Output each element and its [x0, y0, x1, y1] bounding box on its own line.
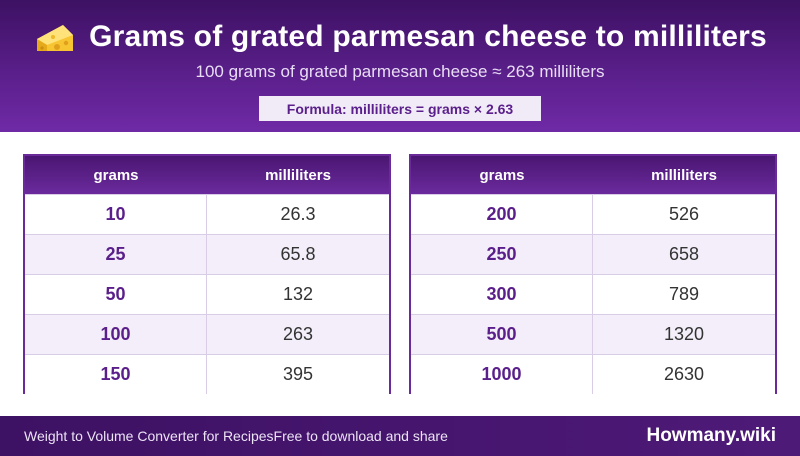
grams-cell: 500	[411, 315, 593, 354]
grams-cell: 1000	[411, 355, 593, 394]
table-row: 300 789	[411, 274, 775, 314]
table-row: 150 395	[25, 354, 389, 394]
grams-cell: 300	[411, 275, 593, 314]
grams-cell: 200	[411, 195, 593, 234]
milliliters-cell: 65.8	[280, 244, 316, 264]
milliliters-cell: 2630	[663, 364, 705, 384]
footer-text: Weight to Volume Converter for Recipes Fr…	[24, 416, 448, 456]
column-header-milliliters: milliliters	[651, 166, 717, 184]
grams-cell: 150	[25, 355, 207, 394]
column-header-grams: grams	[479, 166, 525, 184]
title-row: Grams of grated parmesan cheese to milli…	[0, 14, 800, 60]
milliliters-cell: 526	[668, 204, 700, 224]
table-row: 500 1320	[411, 314, 775, 354]
table-row: 25 65.8	[25, 234, 389, 274]
table-row: 200 526	[411, 194, 775, 234]
table-row: 50 132	[25, 274, 389, 314]
formula-badge: Formula: milliliters = grams × 2.63	[259, 96, 541, 121]
milliliters-cell: 395	[282, 364, 314, 384]
table-header: grams milliliters	[411, 156, 775, 194]
grams-cell: 50	[25, 275, 207, 314]
column-header-milliliters: milliliters	[265, 166, 331, 184]
table-row: 100 263	[25, 314, 389, 354]
brand-logo-text[interactable]: Howmany.wiki	[646, 425, 776, 446]
conversion-table-left: grams milliliters 10 26.3 25 65.8 50 132…	[23, 154, 391, 394]
milliliters-cell: 263	[282, 324, 314, 344]
column-header-grams: grams	[93, 166, 139, 184]
milliliters-cell: 789	[668, 284, 700, 304]
grams-cell: 250	[411, 235, 593, 274]
footer-tagline: Free to download and share	[273, 428, 448, 444]
table-row: 250 658	[411, 234, 775, 274]
grams-cell: 10	[25, 195, 207, 234]
header-banner: Grams of grated parmesan cheese to milli…	[0, 0, 800, 132]
footer-app-name: Weight to Volume Converter for Recipes	[24, 428, 274, 444]
table-header: grams milliliters	[25, 156, 389, 194]
grams-cell: 100	[25, 315, 207, 354]
milliliters-cell: 26.3	[280, 204, 316, 224]
conversion-table-right: grams milliliters 200 526 250 658 300 78…	[409, 154, 777, 394]
page-title: Grams of grated parmesan cheese to milli…	[89, 20, 767, 53]
milliliters-cell: 658	[668, 244, 700, 264]
milliliters-cell: 1320	[663, 324, 705, 344]
table-row: 10 26.3	[25, 194, 389, 234]
grams-cell: 25	[25, 235, 207, 274]
milliliters-cell: 132	[282, 284, 314, 304]
page-subtitle: 100 grams of grated parmesan cheese ≈ 26…	[195, 62, 605, 81]
table-row: 1000 2630	[411, 354, 775, 394]
footer-bar: Weight to Volume Converter for Recipes Fr…	[0, 416, 800, 456]
cheese-icon	[37, 25, 74, 51]
